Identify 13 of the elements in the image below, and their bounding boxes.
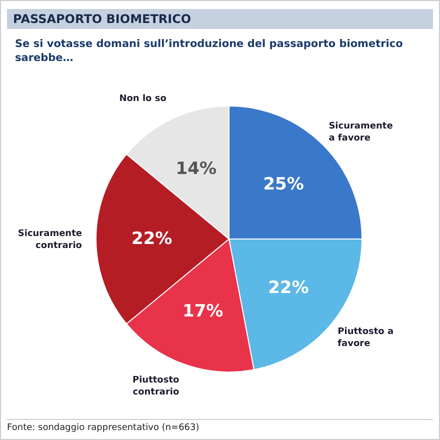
- chart-title: PASSAPORTO BIOMETRICO: [7, 9, 433, 29]
- slice-label: Non lo so: [119, 94, 166, 104]
- slice-label: Piuttosto a favore: [338, 326, 394, 349]
- chart-subtitle: Se si votasse domani sull’introduzione del passaporto biometrico sarebbe…: [15, 37, 404, 66]
- data-label: 22%: [268, 278, 309, 298]
- data-label: 14%: [176, 159, 217, 180]
- source-note: Fonte: sondaggio rappresentativo (n=663): [7, 423, 200, 433]
- data-label: 25%: [263, 174, 304, 194]
- slice-label: Piuttosto contrario: [132, 375, 180, 398]
- data-label: 17%: [182, 302, 224, 322]
- slice-label: Sicuramente contrario: [18, 229, 82, 251]
- data-label: 22%: [132, 229, 172, 249]
- slice-label: Sicuramente a favore: [328, 121, 393, 144]
